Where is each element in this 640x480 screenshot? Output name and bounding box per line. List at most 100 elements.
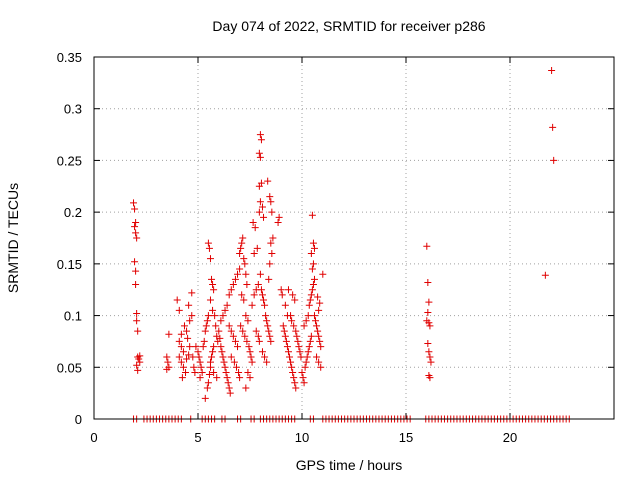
data-point <box>312 317 320 325</box>
data-point <box>274 218 282 226</box>
data-point <box>301 363 309 371</box>
data-point <box>288 317 296 325</box>
data-point <box>175 353 183 361</box>
data-point <box>277 286 285 294</box>
data-point <box>260 296 268 304</box>
data-point <box>189 353 197 361</box>
data-point <box>319 270 327 278</box>
data-point <box>221 306 229 314</box>
data-point <box>307 291 315 299</box>
data-point <box>275 213 283 221</box>
data-point <box>132 229 140 237</box>
data-point <box>240 255 248 263</box>
x-axis-label: GPS time / hours <box>296 457 403 473</box>
data-point <box>227 327 235 335</box>
data-point <box>184 334 192 342</box>
data-point <box>266 193 274 201</box>
data-point <box>194 348 202 356</box>
data-point <box>250 250 258 258</box>
data-point <box>205 371 213 379</box>
data-point <box>316 337 324 345</box>
data-point <box>299 374 307 382</box>
data-point <box>541 271 549 279</box>
data-point <box>173 296 181 304</box>
data-point <box>302 358 310 366</box>
data-point <box>313 353 321 361</box>
data-point <box>135 355 143 363</box>
data-point <box>246 348 254 356</box>
data-point <box>237 322 245 330</box>
data-point <box>209 281 217 289</box>
data-point <box>217 317 225 325</box>
data-point <box>229 332 237 340</box>
data-point <box>241 332 249 340</box>
data-point <box>253 244 261 252</box>
data-point <box>308 211 316 219</box>
data-point <box>225 384 233 392</box>
data-point <box>208 353 216 361</box>
data-point <box>258 203 266 211</box>
data-point <box>219 312 227 320</box>
data-point <box>188 312 196 320</box>
data-point <box>204 379 212 387</box>
data-point <box>221 363 229 371</box>
data-point <box>305 301 313 309</box>
data-point <box>287 312 295 320</box>
data-point <box>232 363 240 371</box>
data-point <box>244 317 252 325</box>
data-point <box>269 234 277 242</box>
data-point <box>309 239 317 247</box>
data-point <box>291 296 299 304</box>
data-point <box>549 123 557 131</box>
data-point <box>223 374 231 382</box>
y-axis-label: SRMTID / TECUs <box>5 183 21 293</box>
data-point <box>264 322 272 330</box>
data-point <box>131 223 139 231</box>
data-point <box>191 368 199 376</box>
data-point <box>290 322 298 330</box>
data-point <box>289 368 297 376</box>
data-point <box>133 361 141 369</box>
data-point <box>263 317 271 325</box>
data-point <box>133 317 141 325</box>
data-point <box>280 327 288 335</box>
data-point <box>224 379 232 387</box>
data-point <box>256 153 264 161</box>
data-point <box>289 291 297 299</box>
y-tick-label: 0 <box>75 412 82 427</box>
data-point <box>257 136 265 144</box>
data-point <box>294 337 302 345</box>
data-point <box>134 327 142 335</box>
data-point <box>305 343 313 351</box>
y-tick-label: 0.25 <box>57 153 82 168</box>
data-point <box>182 368 190 376</box>
data-point <box>426 374 434 382</box>
data-point <box>237 244 245 252</box>
data-point <box>304 312 312 320</box>
data-point <box>211 312 219 320</box>
data-point <box>244 368 252 376</box>
data-point <box>239 327 247 335</box>
data-point <box>308 265 316 273</box>
data-point <box>426 353 434 361</box>
chart-title: Day 074 of 2022, SRMTID for receiver p28… <box>212 18 485 34</box>
data-point <box>297 353 305 361</box>
data-point <box>314 293 322 301</box>
data-point <box>204 312 212 320</box>
data-point <box>195 353 203 361</box>
data-point <box>293 332 301 340</box>
data-point <box>231 337 239 345</box>
data-point <box>201 327 209 335</box>
x-tick-label: 0 <box>90 430 97 445</box>
data-point <box>260 213 268 221</box>
data-point <box>132 267 140 275</box>
data-point <box>133 310 141 318</box>
data-point <box>179 348 187 356</box>
data-point <box>426 322 434 330</box>
data-point <box>209 306 217 314</box>
plot-frame <box>93 56 615 420</box>
data-point <box>304 348 312 356</box>
data-point <box>315 358 323 366</box>
data-point <box>209 348 217 356</box>
data-point <box>263 358 271 366</box>
